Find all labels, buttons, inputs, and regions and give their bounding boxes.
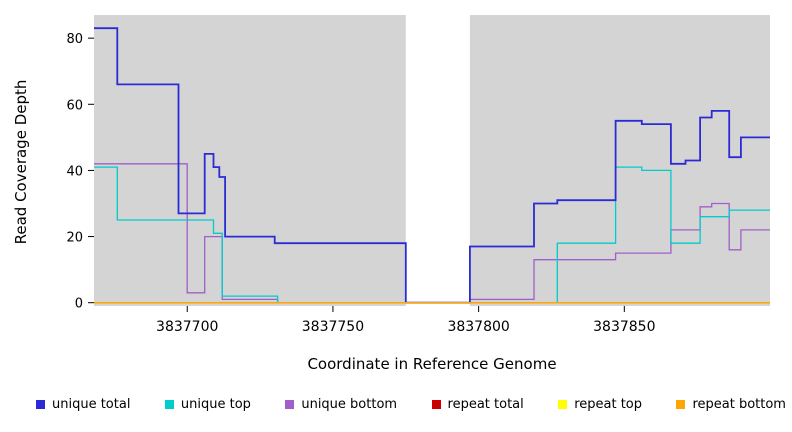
series-line-unique-bottom (94, 163, 770, 304)
legend-swatch-repeat-top (558, 400, 568, 409)
legend-item-unique-total: unique total (36, 397, 130, 412)
series-line-unique-total (94, 27, 770, 304)
x-tick-label: 3837850 (593, 319, 655, 335)
legend-label-unique-top: unique top (180, 397, 251, 412)
legend-item-repeat-top: repeat top (558, 397, 642, 412)
y-tick-label: 0 (75, 297, 83, 312)
y-tick-label: 80 (66, 32, 83, 47)
y-tick-label: 20 (66, 231, 83, 246)
x-axis-title: Coordinate in Reference Genome (307, 355, 557, 373)
plot-area: 3837700 3837750 3837800 3837850 0 20 40 60 80 (66, 15, 770, 335)
legend-item-unique-bottom: unique bottom (285, 397, 397, 412)
legend-swatch-repeat-total (431, 400, 441, 409)
legend-swatch-unique-top (164, 400, 174, 409)
series-line-unique-top (94, 166, 770, 304)
legend-swatch-unique-total (36, 400, 45, 409)
legend-label-repeat-total: repeat total (447, 397, 524, 412)
y-tick-label: 60 (66, 98, 83, 113)
y-axis-title: Read Coverage Depth (12, 79, 30, 245)
x-tick-label: 3837800 (447, 319, 509, 335)
legend-item-repeat-bottom: repeat bottom (676, 397, 786, 412)
legend-item-repeat-total: repeat total (431, 397, 524, 412)
masked-region (405, 15, 470, 306)
x-tick-label: 3837700 (156, 319, 218, 335)
legend-label-repeat-bottom: repeat bottom (692, 397, 786, 412)
y-tick-label: 40 (66, 164, 83, 179)
legend-swatch-repeat-bottom (676, 400, 686, 409)
legend-item-unique-top: unique top (164, 397, 251, 412)
legend-label-repeat-top: repeat top (574, 397, 642, 412)
legend-label-unique-bottom: unique bottom (301, 397, 398, 412)
legend-label-unique-total: unique total (52, 397, 131, 412)
x-tick-label: 3837750 (302, 319, 364, 335)
legend-swatch-unique-bottom (285, 400, 295, 409)
legend: unique total unique top unique bottom re… (36, 397, 786, 412)
